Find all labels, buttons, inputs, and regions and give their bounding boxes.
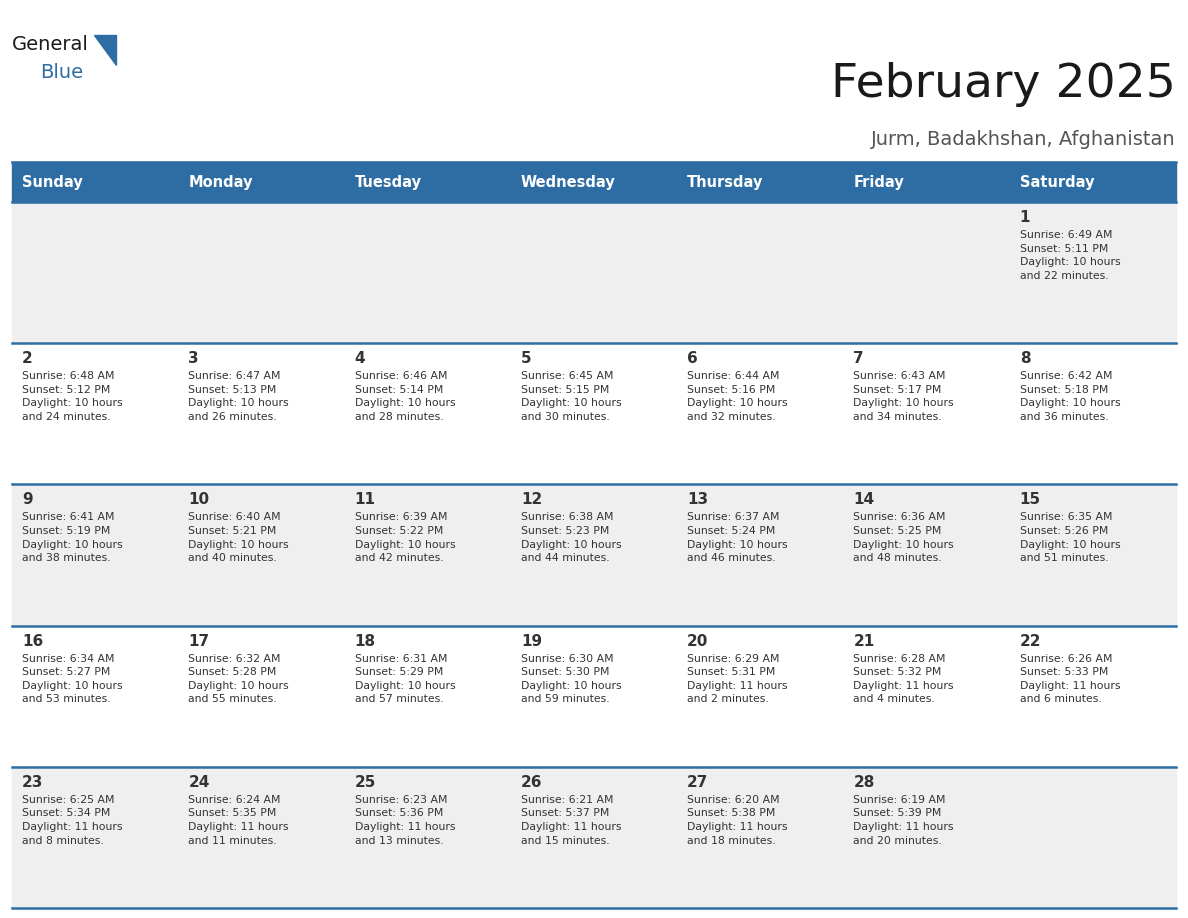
Text: 18: 18 — [354, 633, 375, 649]
Text: 14: 14 — [853, 492, 874, 508]
Text: Sunrise: 6:26 AM
Sunset: 5:33 PM
Daylight: 11 hours
and 6 minutes.: Sunrise: 6:26 AM Sunset: 5:33 PM Dayligh… — [1019, 654, 1120, 704]
Text: 12: 12 — [520, 492, 542, 508]
Text: 9: 9 — [23, 492, 32, 508]
Text: 3: 3 — [188, 352, 198, 366]
Text: Tuesday: Tuesday — [354, 174, 422, 189]
Text: Wednesday: Wednesday — [520, 174, 615, 189]
Bar — [12, 343, 1176, 485]
Text: Sunrise: 6:37 AM
Sunset: 5:24 PM
Daylight: 10 hours
and 46 minutes.: Sunrise: 6:37 AM Sunset: 5:24 PM Dayligh… — [687, 512, 788, 564]
Text: Sunrise: 6:39 AM
Sunset: 5:22 PM
Daylight: 10 hours
and 42 minutes.: Sunrise: 6:39 AM Sunset: 5:22 PM Dayligh… — [354, 512, 455, 564]
Polygon shape — [94, 35, 116, 65]
Text: Sunrise: 6:38 AM
Sunset: 5:23 PM
Daylight: 10 hours
and 44 minutes.: Sunrise: 6:38 AM Sunset: 5:23 PM Dayligh… — [520, 512, 621, 564]
Text: 23: 23 — [23, 775, 44, 789]
Text: 5: 5 — [520, 352, 531, 366]
Text: 19: 19 — [520, 633, 542, 649]
Text: 15: 15 — [1019, 492, 1041, 508]
Text: 10: 10 — [188, 492, 209, 508]
Bar — [12, 625, 1176, 767]
Bar — [12, 767, 1176, 908]
Text: 26: 26 — [520, 775, 543, 789]
Text: Sunrise: 6:32 AM
Sunset: 5:28 PM
Daylight: 10 hours
and 55 minutes.: Sunrise: 6:32 AM Sunset: 5:28 PM Dayligh… — [188, 654, 289, 704]
Text: Monday: Monday — [188, 174, 253, 189]
Bar — [12, 162, 1176, 202]
Bar — [12, 202, 1176, 343]
Text: 17: 17 — [188, 633, 209, 649]
Text: 24: 24 — [188, 775, 209, 789]
Text: Sunrise: 6:24 AM
Sunset: 5:35 PM
Daylight: 11 hours
and 11 minutes.: Sunrise: 6:24 AM Sunset: 5:35 PM Dayligh… — [188, 795, 289, 845]
Text: Sunrise: 6:47 AM
Sunset: 5:13 PM
Daylight: 10 hours
and 26 minutes.: Sunrise: 6:47 AM Sunset: 5:13 PM Dayligh… — [188, 371, 289, 422]
Text: 28: 28 — [853, 775, 874, 789]
Text: Sunrise: 6:19 AM
Sunset: 5:39 PM
Daylight: 11 hours
and 20 minutes.: Sunrise: 6:19 AM Sunset: 5:39 PM Dayligh… — [853, 795, 954, 845]
Text: Sunrise: 6:25 AM
Sunset: 5:34 PM
Daylight: 11 hours
and 8 minutes.: Sunrise: 6:25 AM Sunset: 5:34 PM Dayligh… — [23, 795, 122, 845]
Text: 8: 8 — [1019, 352, 1030, 366]
Text: Sunrise: 6:20 AM
Sunset: 5:38 PM
Daylight: 11 hours
and 18 minutes.: Sunrise: 6:20 AM Sunset: 5:38 PM Dayligh… — [687, 795, 788, 845]
Text: Sunrise: 6:36 AM
Sunset: 5:25 PM
Daylight: 10 hours
and 48 minutes.: Sunrise: 6:36 AM Sunset: 5:25 PM Dayligh… — [853, 512, 954, 564]
Text: 20: 20 — [687, 633, 708, 649]
Text: Sunrise: 6:48 AM
Sunset: 5:12 PM
Daylight: 10 hours
and 24 minutes.: Sunrise: 6:48 AM Sunset: 5:12 PM Dayligh… — [23, 371, 122, 422]
Text: Friday: Friday — [853, 174, 904, 189]
Text: Sunrise: 6:35 AM
Sunset: 5:26 PM
Daylight: 10 hours
and 51 minutes.: Sunrise: 6:35 AM Sunset: 5:26 PM Dayligh… — [1019, 512, 1120, 564]
Text: Sunrise: 6:29 AM
Sunset: 5:31 PM
Daylight: 11 hours
and 2 minutes.: Sunrise: 6:29 AM Sunset: 5:31 PM Dayligh… — [687, 654, 788, 704]
Text: 22: 22 — [1019, 633, 1041, 649]
Text: Jurm, Badakhshan, Afghanistan: Jurm, Badakhshan, Afghanistan — [871, 130, 1176, 149]
Text: Sunrise: 6:42 AM
Sunset: 5:18 PM
Daylight: 10 hours
and 36 minutes.: Sunrise: 6:42 AM Sunset: 5:18 PM Dayligh… — [1019, 371, 1120, 422]
Text: 1: 1 — [1019, 210, 1030, 225]
Text: Sunrise: 6:21 AM
Sunset: 5:37 PM
Daylight: 11 hours
and 15 minutes.: Sunrise: 6:21 AM Sunset: 5:37 PM Dayligh… — [520, 795, 621, 845]
Text: Blue: Blue — [40, 63, 83, 82]
Text: Sunrise: 6:44 AM
Sunset: 5:16 PM
Daylight: 10 hours
and 32 minutes.: Sunrise: 6:44 AM Sunset: 5:16 PM Dayligh… — [687, 371, 788, 422]
Text: 13: 13 — [687, 492, 708, 508]
Bar — [12, 485, 1176, 625]
Text: Sunrise: 6:43 AM
Sunset: 5:17 PM
Daylight: 10 hours
and 34 minutes.: Sunrise: 6:43 AM Sunset: 5:17 PM Dayligh… — [853, 371, 954, 422]
Text: Sunrise: 6:31 AM
Sunset: 5:29 PM
Daylight: 10 hours
and 57 minutes.: Sunrise: 6:31 AM Sunset: 5:29 PM Dayligh… — [354, 654, 455, 704]
Text: 4: 4 — [354, 352, 365, 366]
Text: 16: 16 — [23, 633, 43, 649]
Text: Sunrise: 6:45 AM
Sunset: 5:15 PM
Daylight: 10 hours
and 30 minutes.: Sunrise: 6:45 AM Sunset: 5:15 PM Dayligh… — [520, 371, 621, 422]
Text: 2: 2 — [23, 352, 33, 366]
Text: 25: 25 — [354, 775, 375, 789]
Text: Sunrise: 6:40 AM
Sunset: 5:21 PM
Daylight: 10 hours
and 40 minutes.: Sunrise: 6:40 AM Sunset: 5:21 PM Dayligh… — [188, 512, 289, 564]
Text: February 2025: February 2025 — [832, 62, 1176, 107]
Text: Sunrise: 6:46 AM
Sunset: 5:14 PM
Daylight: 10 hours
and 28 minutes.: Sunrise: 6:46 AM Sunset: 5:14 PM Dayligh… — [354, 371, 455, 422]
Text: 6: 6 — [687, 352, 697, 366]
Text: Thursday: Thursday — [687, 174, 764, 189]
Text: Saturday: Saturday — [1019, 174, 1094, 189]
Text: Sunrise: 6:41 AM
Sunset: 5:19 PM
Daylight: 10 hours
and 38 minutes.: Sunrise: 6:41 AM Sunset: 5:19 PM Dayligh… — [23, 512, 122, 564]
Text: 27: 27 — [687, 775, 708, 789]
Text: 7: 7 — [853, 352, 864, 366]
Text: Sunrise: 6:49 AM
Sunset: 5:11 PM
Daylight: 10 hours
and 22 minutes.: Sunrise: 6:49 AM Sunset: 5:11 PM Dayligh… — [1019, 230, 1120, 281]
Text: Sunrise: 6:28 AM
Sunset: 5:32 PM
Daylight: 11 hours
and 4 minutes.: Sunrise: 6:28 AM Sunset: 5:32 PM Dayligh… — [853, 654, 954, 704]
Text: Sunrise: 6:34 AM
Sunset: 5:27 PM
Daylight: 10 hours
and 53 minutes.: Sunrise: 6:34 AM Sunset: 5:27 PM Dayligh… — [23, 654, 122, 704]
Text: Sunday: Sunday — [23, 174, 83, 189]
Text: 21: 21 — [853, 633, 874, 649]
Text: Sunrise: 6:23 AM
Sunset: 5:36 PM
Daylight: 11 hours
and 13 minutes.: Sunrise: 6:23 AM Sunset: 5:36 PM Dayligh… — [354, 795, 455, 845]
Text: Sunrise: 6:30 AM
Sunset: 5:30 PM
Daylight: 10 hours
and 59 minutes.: Sunrise: 6:30 AM Sunset: 5:30 PM Dayligh… — [520, 654, 621, 704]
Text: 11: 11 — [354, 492, 375, 508]
Text: General: General — [12, 35, 89, 54]
